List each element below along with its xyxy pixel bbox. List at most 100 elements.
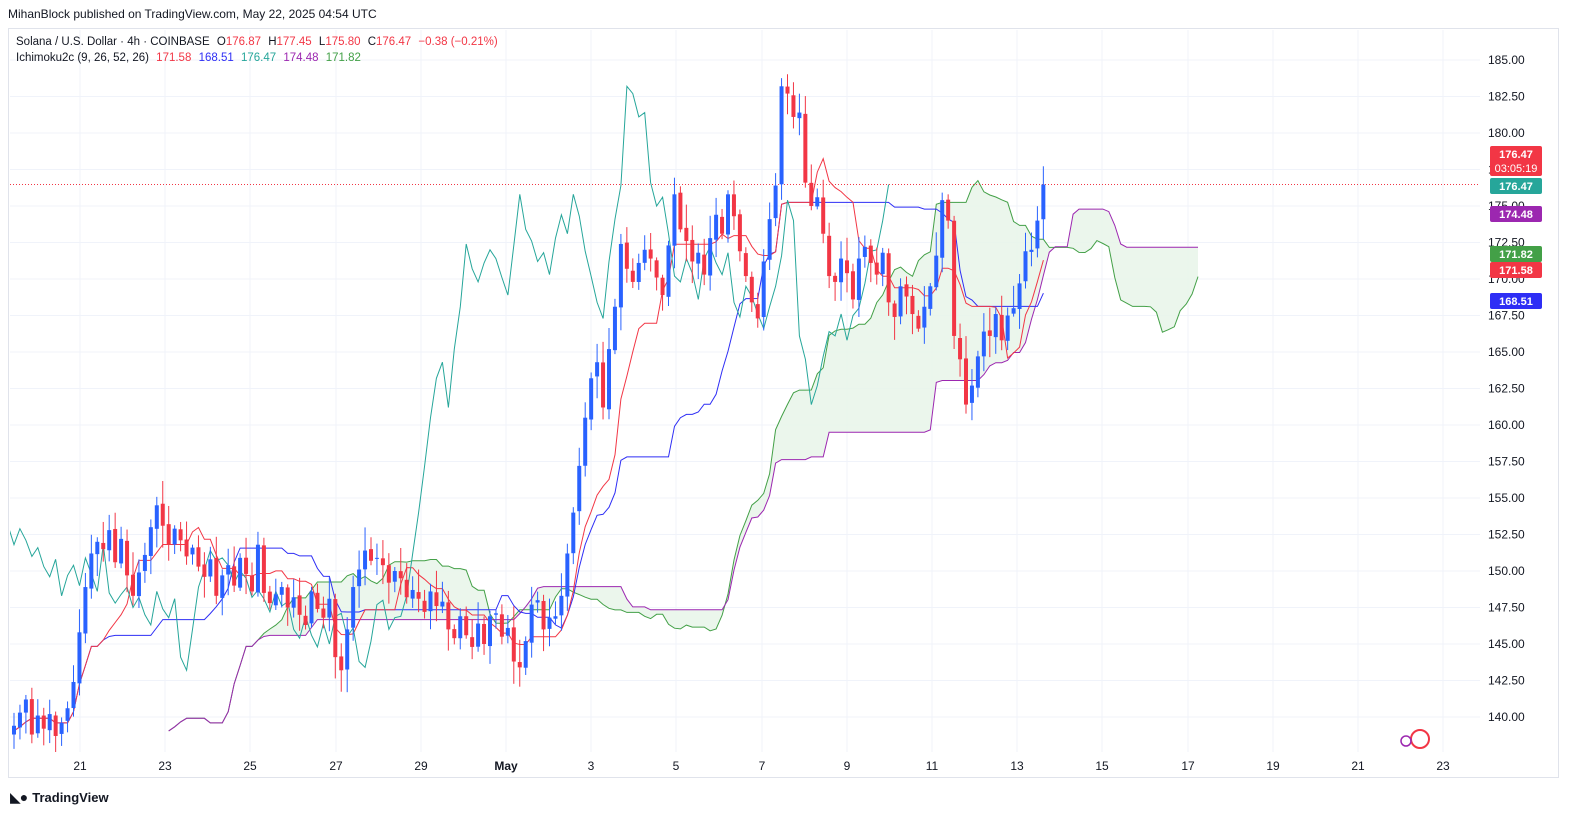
candle-body [29,699,34,735]
candle-body [12,725,16,735]
y-tick-label: 160.00 [1488,418,1525,432]
price-badge-value: 176.47 [1499,149,1533,161]
candle-body [517,662,522,668]
y-tick-label: 140.00 [1488,710,1525,724]
candle-body [202,564,207,577]
candle-body [767,219,772,260]
candle-body [1011,308,1016,314]
candle-body [779,86,784,185]
candle-body [755,304,760,319]
publisher-header: MihanBlock published on TradingView.com,… [8,7,377,21]
candle-body [404,579,409,598]
candle-body [255,544,260,593]
candle-body [392,571,397,582]
candle-body [809,182,814,206]
candle-body [630,270,635,282]
candle-body [821,197,826,234]
indicator-legend-row: Ichimoku2c (9, 26, 52, 26) 171.58 168.51… [16,50,502,66]
candle-body [726,194,730,235]
candle-body [125,540,130,576]
candle-body [493,613,498,615]
open-label: O [216,36,226,48]
candle-body [499,614,504,637]
candle-body [1023,251,1028,282]
candle-body [178,529,183,541]
high-label: H [268,36,277,48]
candle-body [749,276,754,303]
candle-body [160,503,165,526]
candle-body [65,708,70,721]
candle-body [309,591,314,624]
candle-body [47,714,52,731]
candle-body [743,253,748,277]
candle-body [553,616,558,619]
candle-body [541,600,546,630]
chikou-span-line [10,84,890,673]
candle-body [107,530,112,551]
candle-body [464,616,469,636]
candle-body [470,637,475,647]
candle-body [244,557,249,574]
x-tick-label: 17 [1181,759,1195,773]
candle-body [648,249,653,259]
candle-body [261,545,266,593]
x-tick-label: 25 [243,759,257,773]
candle-body [797,112,802,119]
chart-frame [8,28,1559,778]
tenkan-value: 171.58 [156,52,192,64]
candle-body [964,358,968,405]
candle-body [279,587,284,595]
candle-body [523,641,528,668]
candle-body [803,113,808,183]
candle-body [999,314,1004,341]
span-a-value: 171.82 [325,52,361,64]
y-tick-label: 182.50 [1488,90,1525,104]
candle-body [220,575,225,598]
close-value: 176.47 [376,36,412,48]
candle-body [422,600,427,612]
candle-body [297,595,302,615]
close-label: C [367,36,377,48]
candle-body [934,255,939,288]
candle-body [226,565,231,575]
price-badge-value: 171.58 [1499,265,1533,277]
price-badge-value: 174.48 [1499,209,1533,221]
x-tick-label: 27 [329,759,343,773]
candle-body [357,569,362,587]
x-tick-label: 19 [1266,759,1280,773]
candle-body [101,542,106,550]
candle-body [833,275,838,282]
candle-body [208,559,213,577]
candle-body [981,331,986,357]
x-tick-label: 13 [1010,759,1024,773]
candle-body [874,262,879,275]
candle-body [862,246,867,257]
candle-body [612,306,617,351]
candle-body [190,547,195,555]
footer-brand: TradingView [32,790,109,805]
candle-body [369,549,373,561]
candle-body [196,547,201,567]
candle-body [595,362,600,377]
candle-body [285,587,290,608]
candle-body [601,362,606,408]
y-tick-label: 142.50 [1488,674,1525,688]
candle-body [59,722,64,734]
candle-body [410,589,415,599]
candle-body [17,712,22,728]
x-tick-label: 9 [844,759,851,773]
candle-body [987,330,992,336]
x-tick-label: 5 [673,759,680,773]
y-tick-label: 147.50 [1488,601,1525,615]
tradingview-footer[interactable]: ◣● TradingView [10,789,109,806]
x-tick-label: 23 [158,759,172,773]
candle-body [916,315,921,329]
change-value: −0.38 (−0.21%) [418,36,498,48]
price-badge [1490,293,1542,309]
plot-area [10,74,1480,752]
candle-body [136,572,141,597]
candle-body [892,303,897,317]
candle-body [23,699,28,713]
candle-body [232,566,237,586]
